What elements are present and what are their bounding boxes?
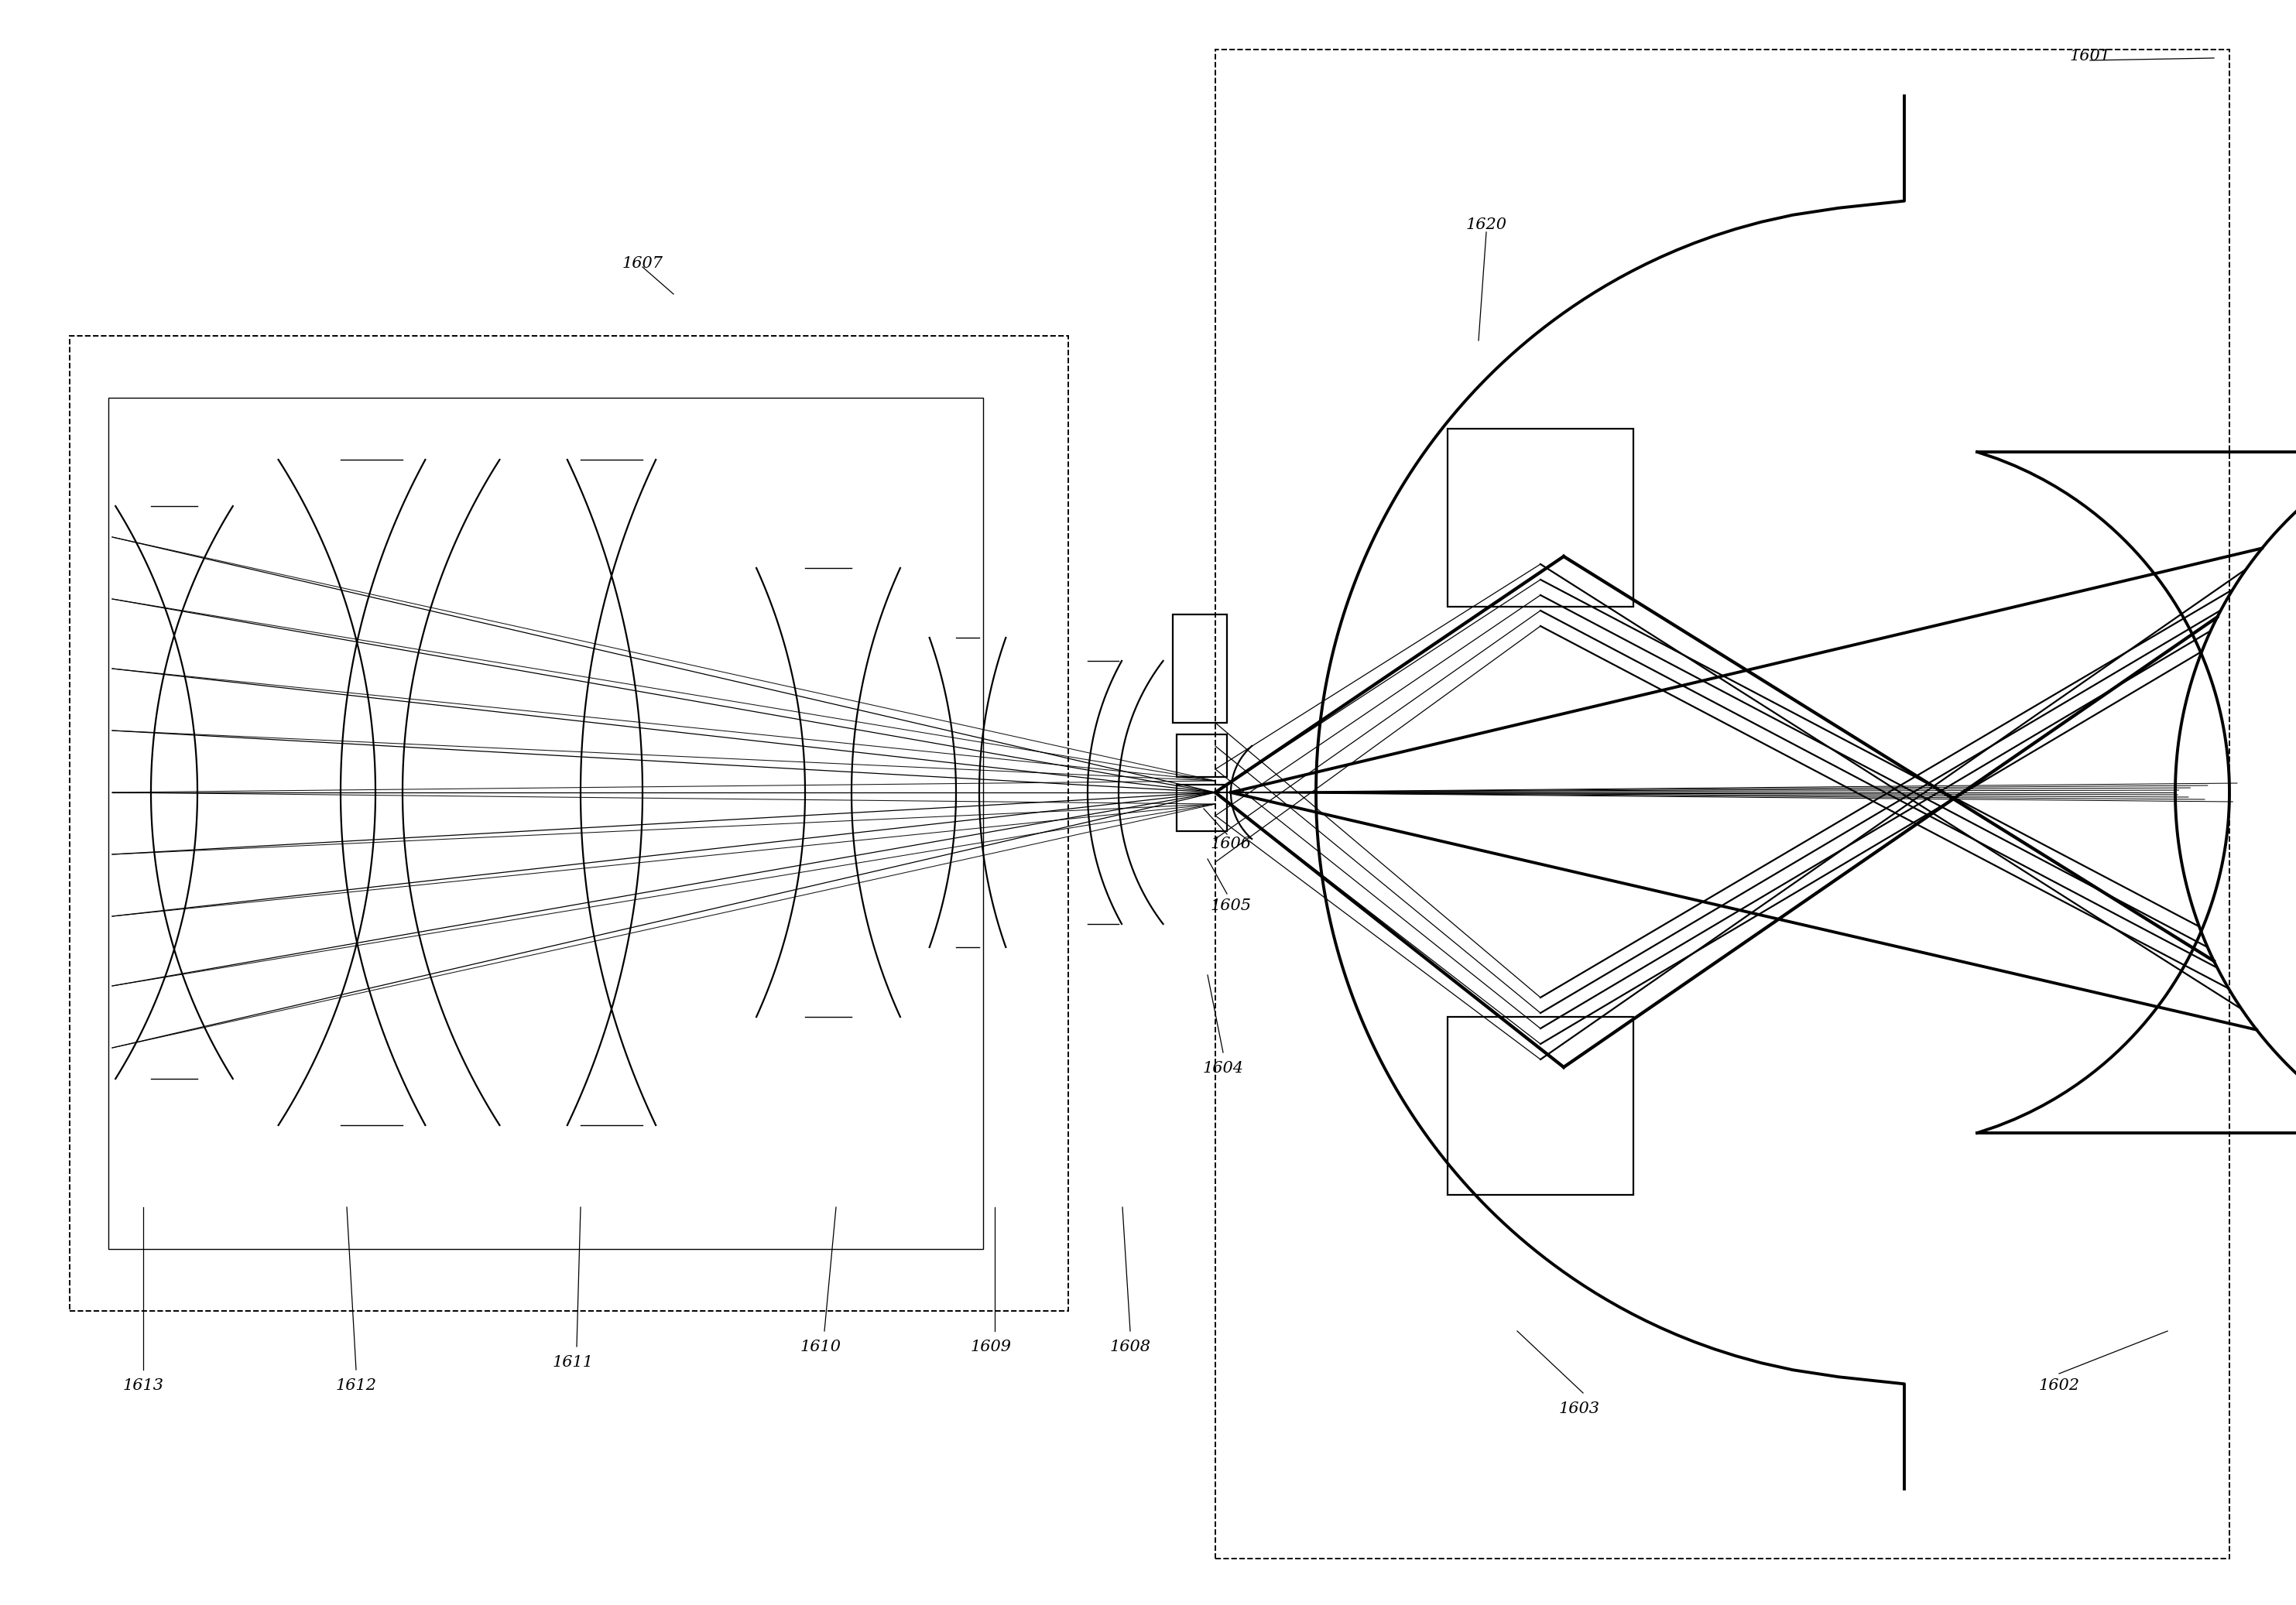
Text: 1607: 1607 [622, 255, 664, 271]
Text: 1605: 1605 [1210, 899, 1251, 913]
Text: 1620: 1620 [1465, 217, 1506, 231]
Text: 1611: 1611 [553, 1355, 592, 1369]
Bar [1173, 615, 1226, 722]
Text: 1610: 1610 [799, 1339, 840, 1355]
Text: 1604: 1604 [1203, 1061, 1244, 1075]
Bar [1176, 735, 1226, 777]
Bar [1176, 785, 1226, 831]
Text: 1603: 1603 [1559, 1401, 1600, 1416]
Bar [1446, 1018, 1632, 1194]
Text: 1601: 1601 [2069, 48, 2110, 63]
Bar [1446, 429, 1632, 607]
Bar [69, 335, 1068, 1311]
Bar [1215, 50, 2229, 1558]
Bar [108, 398, 983, 1249]
Text: 1612: 1612 [335, 1377, 377, 1393]
Text: 1609: 1609 [971, 1339, 1010, 1355]
Text: 1613: 1613 [122, 1377, 163, 1393]
Text: 1602: 1602 [2039, 1377, 2080, 1393]
Text: 1608: 1608 [1109, 1339, 1150, 1355]
Text: 1606: 1606 [1210, 836, 1251, 851]
